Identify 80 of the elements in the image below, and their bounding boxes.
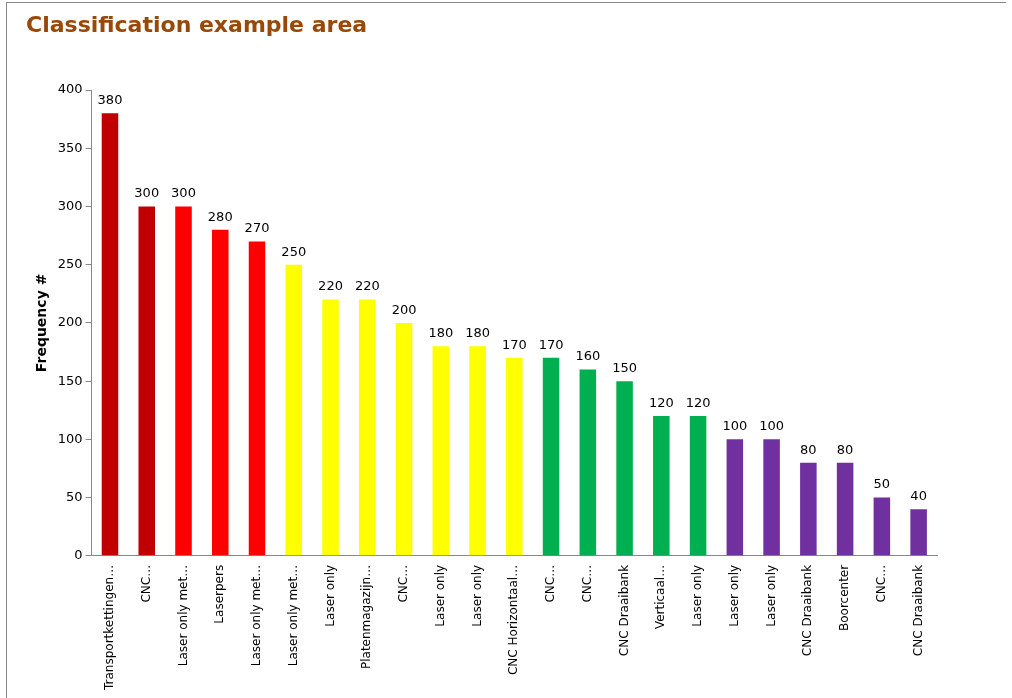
bar [689,416,707,556]
data-label: 80 [836,441,854,457]
chart-title: Classification example area [26,12,368,37]
x-tick-label: CNC… [543,564,558,603]
x-tick-label: Transportkettingen… [102,564,117,691]
bar [653,416,670,556]
data-label: 180 [428,325,454,341]
data-label: 250 [281,243,307,259]
bar [101,113,119,556]
bar [726,439,744,556]
y-tick-label: 0 [74,547,83,563]
x-tick-label: CNC Draaibank [800,564,815,657]
data-label: 50 [873,476,891,492]
bar [873,497,891,556]
y-tick-label: 250 [57,256,83,272]
data-label: 200 [391,301,417,317]
y-tick-label: 300 [57,197,83,213]
bar [542,357,560,556]
y-axis-title: Frequency # [33,273,50,373]
data-label: 220 [318,278,343,294]
data-label: 160 [575,348,601,364]
data-label: 280 [207,208,233,224]
y-tick-label: 50 [66,488,83,504]
data-label: 270 [244,220,270,236]
bar [248,241,266,556]
bar [211,229,229,556]
data-label: 300 [134,185,160,201]
x-tick-label: CNC Draaibank [910,564,925,657]
bar [359,299,376,556]
bar [763,439,780,556]
bar [175,206,192,556]
data-label: 150 [612,360,637,376]
y-tick-label: 150 [57,372,83,388]
x-tick-label: Laser only [690,564,705,627]
bar [836,462,854,556]
y-tick-label: 100 [57,430,83,446]
x-tick-label: Laser only met… [285,564,300,667]
x-tick-label: Laser only [322,564,337,627]
x-tick-label: CNC Horizontaal… [506,564,521,676]
data-label: 120 [648,394,674,410]
bar [616,381,633,556]
x-tick-label: Laser only met… [249,564,264,667]
bar [395,322,413,556]
x-tick-label: CNC… [873,564,888,603]
x-tick-label: Laser only [432,564,447,627]
bar [579,369,597,556]
bar [469,346,486,556]
data-label: 220 [354,278,380,294]
data-label: 170 [501,336,527,352]
data-label: 180 [465,325,490,341]
x-tick-label: Laser only met… [175,564,190,667]
x-tick-label: Laserpers [212,564,227,624]
bar [800,462,817,556]
bar [910,509,927,556]
data-label: 120 [685,394,711,410]
data-label: 40 [910,488,927,504]
data-label: 300 [171,185,196,201]
y-tick-label: 400 [57,81,83,97]
x-tick-label: Boorcenter [837,564,852,632]
x-tick-label: Laser only [469,564,484,627]
x-tick-label: Laser only [763,564,778,627]
data-label: 380 [97,92,123,108]
x-tick-label: CNC Draaibank [616,564,631,657]
bar [322,299,339,556]
data-label: 100 [759,418,785,434]
x-tick-label: Platenmagazijn… [359,564,374,670]
data-label: 80 [800,441,817,457]
y-tick-label: 200 [57,314,83,330]
x-tick-label: CNC… [579,564,594,603]
x-tick-label: CNC… [138,564,153,603]
data-label: 100 [722,418,748,434]
bar [138,206,156,556]
bar [285,264,303,556]
y-tick-label: 350 [57,139,83,155]
data-label: 170 [538,336,564,352]
x-tick-label: Laser only [726,564,741,627]
bar [432,346,450,556]
x-tick-label: CNC… [396,564,411,603]
x-tick-label: Verticaal… [653,564,668,630]
bar [506,357,523,556]
